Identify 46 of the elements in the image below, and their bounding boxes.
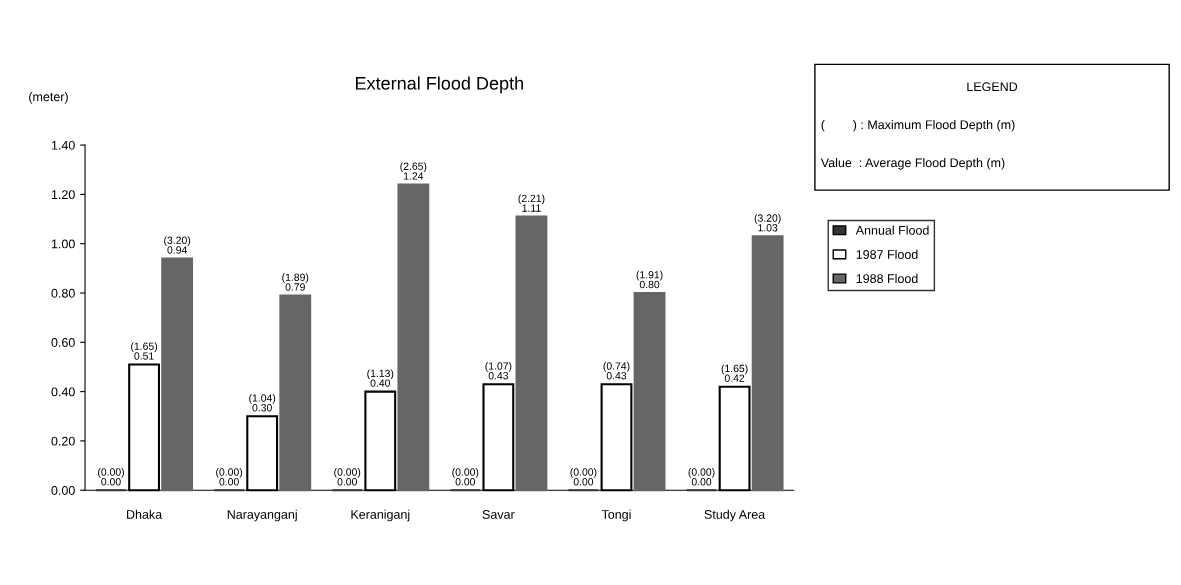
x-tick-label: Study Area: [704, 509, 766, 522]
data-label: (2.65) 1.24: [400, 162, 427, 180]
chart-title: External Flood Depth: [356, 76, 523, 94]
text: Value : Average Flood Depth (m): [820, 157, 1005, 170]
bar: [279, 294, 312, 492]
data-label: (1.07) 0.43: [485, 362, 512, 380]
data-label: (0.00) 0.00: [570, 468, 597, 486]
y-tick-label: 0.00: [51, 486, 75, 495]
x-tick-label: Keraniganj: [351, 509, 410, 522]
x-tick-label: Dhaka: [127, 509, 163, 519]
data-label: (3.20) 1.03: [754, 214, 781, 232]
data-label: (1.89) 0.79: [282, 273, 309, 291]
x-tick-label: Tongi: [601, 509, 631, 522]
x-tick-label: Narayanganj: [227, 509, 297, 522]
bar: [515, 215, 548, 492]
data-label: (0.00) 0.00: [216, 468, 243, 486]
data-label: (1.13) 0.40: [367, 369, 394, 387]
bar: [161, 257, 194, 492]
data-label: (0.00) 0.00: [452, 468, 479, 486]
bar: [751, 235, 784, 492]
y-tick-label: 0.80: [51, 288, 75, 298]
data-label: (0.00) 0.00: [98, 468, 124, 486]
y-tick-label: 1.20: [51, 190, 75, 200]
y-tick-label: 0.20: [51, 436, 75, 446]
data-label: (0.00) 0.00: [688, 468, 715, 486]
bar: [397, 183, 430, 492]
text: ( ) : Maximum Flood Depth (m): [821, 119, 1015, 132]
data-label: (1.04) 0.30: [249, 394, 276, 412]
y-axis-title: (meter): [29, 92, 68, 104]
x-tick-label: Savar: [482, 510, 515, 519]
y-tick-label: 0.40: [51, 387, 75, 397]
bar: [633, 291, 666, 492]
data-label: (0.00) 0.00: [334, 468, 361, 486]
text: LEGEND: [967, 82, 1018, 92]
y-tick-label: 1.00: [51, 239, 75, 249]
data-label: (2.21) 1.11: [518, 194, 545, 212]
data-label: (1.91) 0.80: [636, 270, 663, 289]
data-label: (0.74) 0.43: [603, 362, 630, 380]
legend-label: Annual Flood: [855, 225, 929, 235]
y-tick-label: 0.60: [51, 338, 75, 347]
legend-label: 1987 Flood: [856, 249, 918, 259]
data-label: (1.65) 0.51: [131, 342, 158, 360]
data-label: (3.20) 0.94: [164, 236, 191, 254]
data-label: (1.65) 0.42: [721, 364, 748, 382]
y-tick-label: 1.40: [51, 140, 75, 150]
legend-label: 1988 Flood: [856, 273, 918, 284]
